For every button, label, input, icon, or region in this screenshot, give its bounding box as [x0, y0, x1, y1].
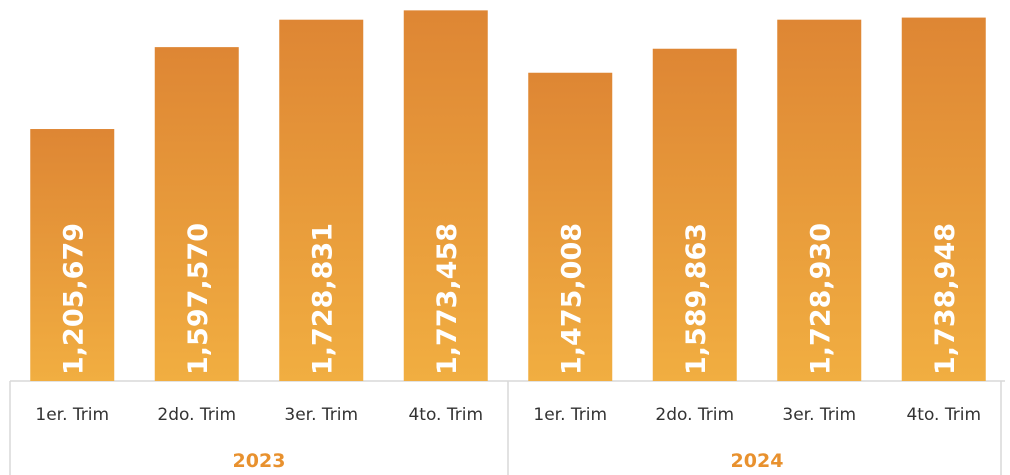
- category-tick-label: 3er. Trim: [284, 405, 358, 425]
- bar-value-label: 1,597,570: [183, 223, 214, 375]
- labels: 1,205,679 1er. Trim 1,597,570 2do. Trim 1,72…: [35, 223, 981, 472]
- bar-value-label: 1,738,948: [930, 223, 961, 375]
- bar-value-label: 1,728,930: [805, 223, 836, 375]
- bars: [30, 10, 986, 381]
- bar-value-label: 1,475,008: [556, 223, 587, 375]
- bar-2023-3: [279, 19, 364, 381]
- group-label-year: 2023: [233, 450, 286, 472]
- bar-value-label: 1,205,679: [58, 223, 89, 375]
- bar-2023-2: [154, 47, 239, 381]
- bar-2024-3: [777, 19, 862, 381]
- bar-value-label: 1,773,458: [432, 223, 463, 375]
- category-tick-label: 3er. Trim: [782, 405, 856, 425]
- category-tick-label: 2do. Trim: [157, 405, 236, 425]
- bar-2024-4: [901, 17, 986, 381]
- category-tick-label: 4to. Trim: [408, 405, 483, 425]
- bar-2024-1: [528, 72, 613, 381]
- bar-2023-4: [403, 10, 488, 381]
- bar-2024-2: [652, 48, 737, 381]
- axis-lines: [9, 380, 1005, 475]
- bar-2023-1: [30, 129, 115, 381]
- bar-value-label: 1,589,863: [681, 223, 712, 375]
- group-label-year: 2024: [731, 450, 784, 472]
- category-tick-label: 1er. Trim: [35, 405, 109, 425]
- bar-value-label: 1,728,831: [307, 223, 338, 375]
- category-tick-label: 1er. Trim: [533, 405, 607, 425]
- category-tick-label: 4to. Trim: [906, 405, 981, 425]
- category-tick-label: 2do. Trim: [655, 405, 734, 425]
